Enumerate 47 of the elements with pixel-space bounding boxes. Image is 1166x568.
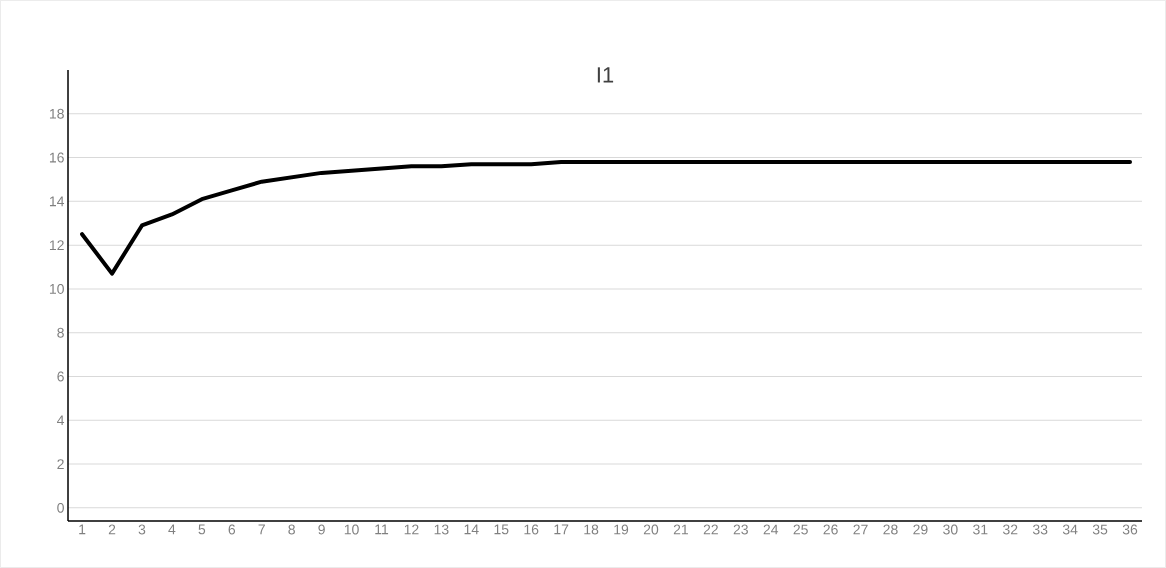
x-tick-label: 4 [168, 524, 176, 535]
x-tick-label: 24 [763, 524, 779, 535]
x-tick-label: 9 [318, 524, 325, 535]
x-tick-label: 28 [883, 524, 898, 535]
x-tick-label: 26 [823, 524, 838, 535]
x-tick-label: 18 [584, 524, 599, 535]
x-tick-label: 13 [434, 524, 449, 535]
x-tick-label: 22 [703, 524, 718, 535]
x-tick-label: 35 [1092, 524, 1108, 535]
x-tick-label: 21 [673, 524, 688, 535]
x-tick-label: 10 [344, 524, 359, 535]
y-tick-label: 6 [57, 371, 64, 382]
x-tick-label: 15 [494, 524, 509, 535]
x-tick-label: 6 [228, 524, 236, 535]
x-tick-label: 19 [614, 524, 629, 535]
x-tick-label: 30 [943, 524, 958, 535]
y-tick-label: 2 [57, 459, 64, 469]
x-tick-label: 20 [643, 524, 659, 535]
x-tick-label: 14 [464, 524, 479, 535]
y-tick-label: 10 [49, 283, 64, 294]
y-tick-label: 16 [49, 152, 64, 163]
x-tick-label: 23 [733, 524, 748, 535]
x-tick-label: 34 [1062, 524, 1078, 535]
y-tick-label: 0 [57, 502, 64, 513]
y-tick-label: 8 [57, 327, 64, 338]
x-tick-label: 11 [375, 524, 389, 535]
x-tick-label: 8 [288, 524, 295, 535]
x-tick-label: 17 [554, 524, 569, 535]
x-tick-label: 3 [138, 524, 146, 535]
x-tick-label: 25 [793, 524, 808, 535]
chart-title: I1 [597, 67, 614, 83]
x-tick-label: 36 [1122, 524, 1138, 535]
x-tick-label: 5 [198, 524, 206, 535]
x-tick-label: 29 [913, 524, 928, 535]
y-tick-label: 18 [49, 108, 64, 119]
x-tick-label: 33 [1032, 524, 1048, 535]
x-tick-label: 32 [1003, 524, 1018, 535]
x-tick-label: 16 [524, 524, 539, 535]
x-tick-label: 31 [973, 524, 988, 535]
x-tick-label: 12 [404, 524, 419, 535]
x-tick-label: 2 [108, 524, 116, 535]
x-tick-label: 1 [79, 524, 86, 535]
y-tick-label: 12 [49, 240, 64, 251]
x-tick-label: 7 [258, 524, 265, 535]
x-tick-label: 27 [853, 524, 868, 535]
y-tick-label: 14 [49, 196, 65, 207]
y-tick-label: 4 [57, 415, 65, 426]
